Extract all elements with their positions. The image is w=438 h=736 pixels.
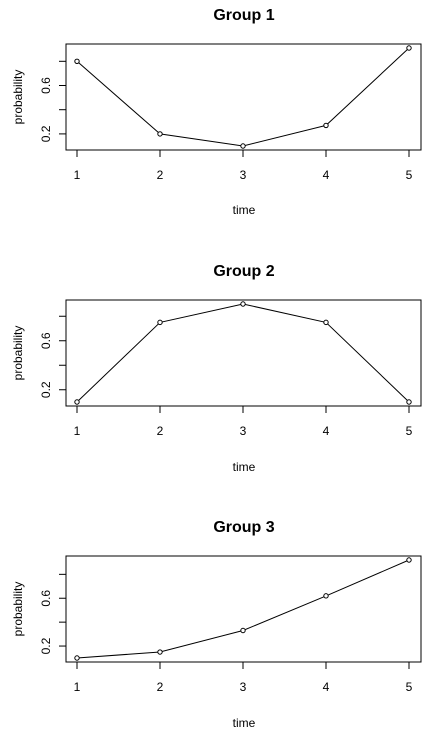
x-tick-label: 3 <box>240 680 247 694</box>
plot-frame <box>65 555 422 663</box>
x-tick-label: 4 <box>323 680 330 694</box>
data-point <box>240 143 246 149</box>
data-point <box>406 557 412 563</box>
data-point <box>157 649 163 655</box>
panel-group-1: Group 1 time probability 1 2 3 4 5 0.2 0.6 <box>11 7 422 217</box>
x-tick-label: 4 <box>323 424 330 438</box>
plot-marks: 1 2 3 4 5 0.2 0.6 <box>39 45 413 182</box>
x-tick-label: 5 <box>406 424 413 438</box>
series-line <box>76 47 410 147</box>
y-tick-label: 0.6 <box>39 590 53 607</box>
plot-marks: 1 2 3 4 5 0.2 0.6 <box>39 557 413 694</box>
data-point <box>406 399 412 405</box>
chart-title: Group 3 <box>213 519 274 536</box>
data-point <box>323 319 329 326</box>
y-axis-label: probability <box>11 582 25 637</box>
x-tick-label: 5 <box>406 168 413 182</box>
x-tick-label: 1 <box>74 424 81 438</box>
data-point <box>74 58 80 65</box>
y-axis-label: probability <box>11 70 25 125</box>
y-tick-label: 0.6 <box>39 77 53 94</box>
chart-title: Group 2 <box>213 263 274 280</box>
series-line <box>76 303 410 403</box>
plot-frame <box>65 299 422 407</box>
series-line <box>76 559 410 659</box>
panel-group-2: Group 2 time probability 1 2 3 4 5 0.2 0.6 <box>11 263 422 474</box>
x-tick-label: 5 <box>406 680 413 694</box>
panel-group-3: Group 3 time probability 1 2 3 4 5 0.2 0.6 <box>11 519 422 730</box>
data-point <box>406 45 412 51</box>
y-tick-label: 0.2 <box>39 637 53 654</box>
x-tick-label: 3 <box>240 168 247 182</box>
y-tick-label: 0.2 <box>39 125 53 142</box>
data-point <box>323 122 329 129</box>
x-tick-label: 2 <box>157 168 164 182</box>
x-tick-label: 1 <box>74 168 81 182</box>
x-axis-label: time <box>233 203 256 217</box>
data-point <box>240 627 246 634</box>
plot-marks: 1 2 3 4 5 0.2 0.6 <box>39 301 413 438</box>
x-tick-label: 2 <box>157 424 164 438</box>
data-point <box>74 655 80 661</box>
y-tick-label: 0.2 <box>39 381 53 398</box>
data-point <box>157 131 163 137</box>
x-axis-label: time <box>233 460 256 474</box>
chart-title: Group 1 <box>213 7 274 24</box>
x-tick-label: 3 <box>240 424 247 438</box>
data-point <box>323 593 329 599</box>
y-axis-label: probability <box>11 326 25 381</box>
data-point <box>74 399 80 405</box>
x-tick-label: 1 <box>74 680 81 694</box>
data-point <box>240 301 246 307</box>
x-tick-label: 2 <box>157 680 164 694</box>
x-tick-label: 4 <box>323 168 330 182</box>
x-axis-label: time <box>233 716 256 730</box>
y-tick-label: 0.6 <box>39 332 53 349</box>
data-point <box>157 319 163 326</box>
plot-frame <box>65 43 422 151</box>
